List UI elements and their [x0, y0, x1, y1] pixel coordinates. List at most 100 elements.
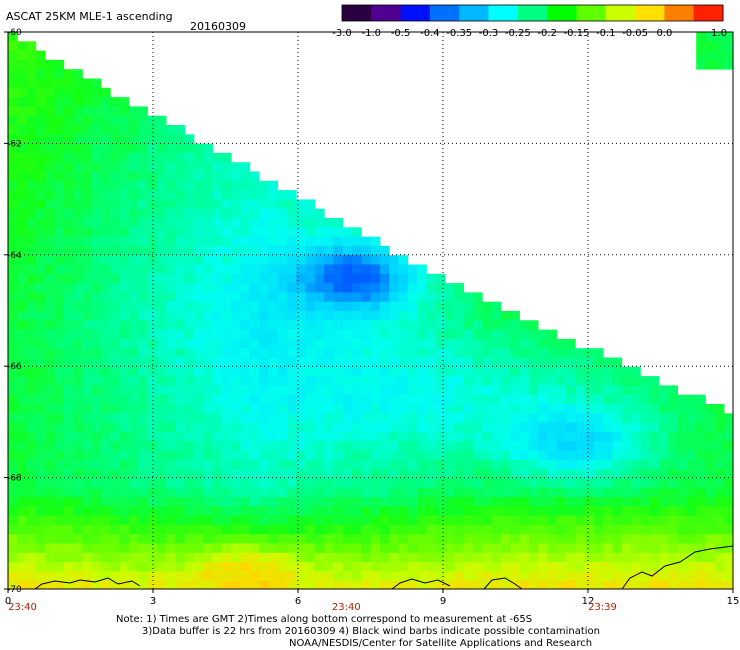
- heatmap-cell: [63, 180, 74, 191]
- heatmap-cell: [119, 115, 130, 126]
- heatmap-cell: [361, 571, 372, 582]
- heatmap-cell: [575, 469, 585, 479]
- heatmap-cell: [212, 199, 223, 210]
- heatmap-cell: [175, 180, 186, 191]
- heatmap-cell: [398, 329, 409, 340]
- heatmap-cell: [147, 134, 158, 144]
- heatmap-cell: [473, 320, 483, 330]
- heatmap-cell: [147, 422, 158, 433]
- heatmap-cell: [724, 469, 734, 479]
- heatmap-cell: [510, 562, 520, 572]
- heatmap-cell: [231, 413, 241, 423]
- heatmap-cell: [547, 376, 558, 386]
- heatmap-cell: [296, 450, 306, 461]
- heatmap-cell: [342, 348, 353, 358]
- heatmap-cell: [175, 469, 186, 479]
- heatmap-cell: [175, 543, 186, 554]
- heatmap-cell: [231, 190, 241, 200]
- heatmap-cell: [119, 143, 130, 154]
- heatmap-cell: [491, 552, 502, 563]
- heatmap-cell: [212, 459, 223, 470]
- grid-lines: [8, 32, 733, 589]
- heatmap-cell: [398, 394, 409, 405]
- heatmap-cell: [482, 385, 492, 396]
- heatmap-cell: [175, 152, 186, 163]
- heatmap-cell: [398, 255, 409, 265]
- heatmap-cell: [203, 255, 213, 265]
- heatmap-cell: [277, 497, 288, 507]
- heatmap-cell: [212, 348, 223, 358]
- heatmap-cell: [268, 301, 279, 312]
- heatmap-cell: [138, 515, 148, 526]
- heatmap-cell: [407, 497, 418, 507]
- heatmap-cell: [221, 552, 232, 563]
- heatmap-cell: [705, 50, 716, 61]
- heatmap-cell: [649, 404, 660, 414]
- heatmap-cell: [426, 524, 437, 535]
- heatmap-cell: [231, 441, 241, 451]
- heatmap-cell: [73, 311, 83, 321]
- heatmap-cell: [352, 580, 362, 590]
- heatmap-cell: [73, 459, 83, 470]
- heatmap-cell: [73, 329, 83, 340]
- heatmap-cell: [380, 264, 390, 275]
- heatmap-cell: [17, 41, 27, 51]
- heatmap-cell: [128, 180, 139, 191]
- heatmap-cell: [500, 515, 511, 526]
- heatmap-cell: [621, 394, 632, 405]
- heatmap-cell: [538, 543, 548, 554]
- heatmap-cell: [138, 338, 148, 349]
- heatmap-cell: [175, 245, 186, 256]
- heatmap-cell: [17, 338, 27, 349]
- heatmap-cell: [119, 459, 130, 470]
- heatmap-cell: [212, 431, 223, 442]
- heatmap-cell: [231, 162, 241, 172]
- heatmap-cell: [649, 571, 660, 582]
- heatmap-cell: [500, 404, 511, 414]
- heatmap-cell: [305, 562, 316, 572]
- heatmap-cell: [296, 376, 306, 386]
- heatmap-cell: [454, 366, 465, 377]
- heatmap-cell: [147, 552, 158, 563]
- heatmap-cell: [659, 450, 669, 461]
- heatmap-cell: [73, 366, 83, 377]
- heatmap-cell: [621, 562, 632, 572]
- heatmap-cell: [575, 543, 585, 554]
- heatmap-cell: [110, 236, 120, 247]
- heatmap-cell: [575, 450, 585, 461]
- heatmap-cell: [575, 497, 585, 507]
- heatmap-cell: [128, 515, 139, 526]
- heatmap-cell: [35, 255, 46, 265]
- heatmap-cell: [101, 357, 111, 368]
- heatmap-cell: [203, 311, 213, 321]
- heatmap-cell: [547, 469, 558, 479]
- heatmap-cell: [426, 515, 437, 526]
- heatmap-cell: [659, 515, 669, 526]
- heatmap-cell: [138, 404, 148, 414]
- heatmap-cell: [194, 338, 204, 349]
- heatmap-cell: [259, 543, 269, 554]
- heatmap-cell: [17, 571, 27, 582]
- heatmap-cell: [231, 348, 241, 358]
- time-label: 23:40: [8, 602, 37, 613]
- heatmap-cell: [631, 441, 641, 451]
- heatmap-cell: [277, 273, 288, 284]
- heatmap-cell: [268, 580, 279, 590]
- heatmap-cell: [45, 255, 55, 265]
- heatmap-cell: [184, 515, 195, 526]
- heatmap-cell: [194, 236, 204, 247]
- heatmap-cell: [147, 264, 158, 275]
- heatmap-cell: [324, 478, 334, 489]
- heatmap-cell: [612, 497, 623, 507]
- heatmap-cell: [593, 413, 604, 423]
- heatmap-cell: [110, 394, 120, 405]
- heatmap-cell: [324, 227, 334, 237]
- heatmap-cell: [63, 171, 74, 182]
- heatmap-cell: [287, 571, 297, 582]
- heatmap-cell: [54, 125, 65, 135]
- heatmap-cell: [705, 543, 716, 554]
- heatmap-cell: [593, 459, 604, 470]
- heatmap-cell: [389, 459, 399, 470]
- heatmap-cell: [547, 497, 558, 507]
